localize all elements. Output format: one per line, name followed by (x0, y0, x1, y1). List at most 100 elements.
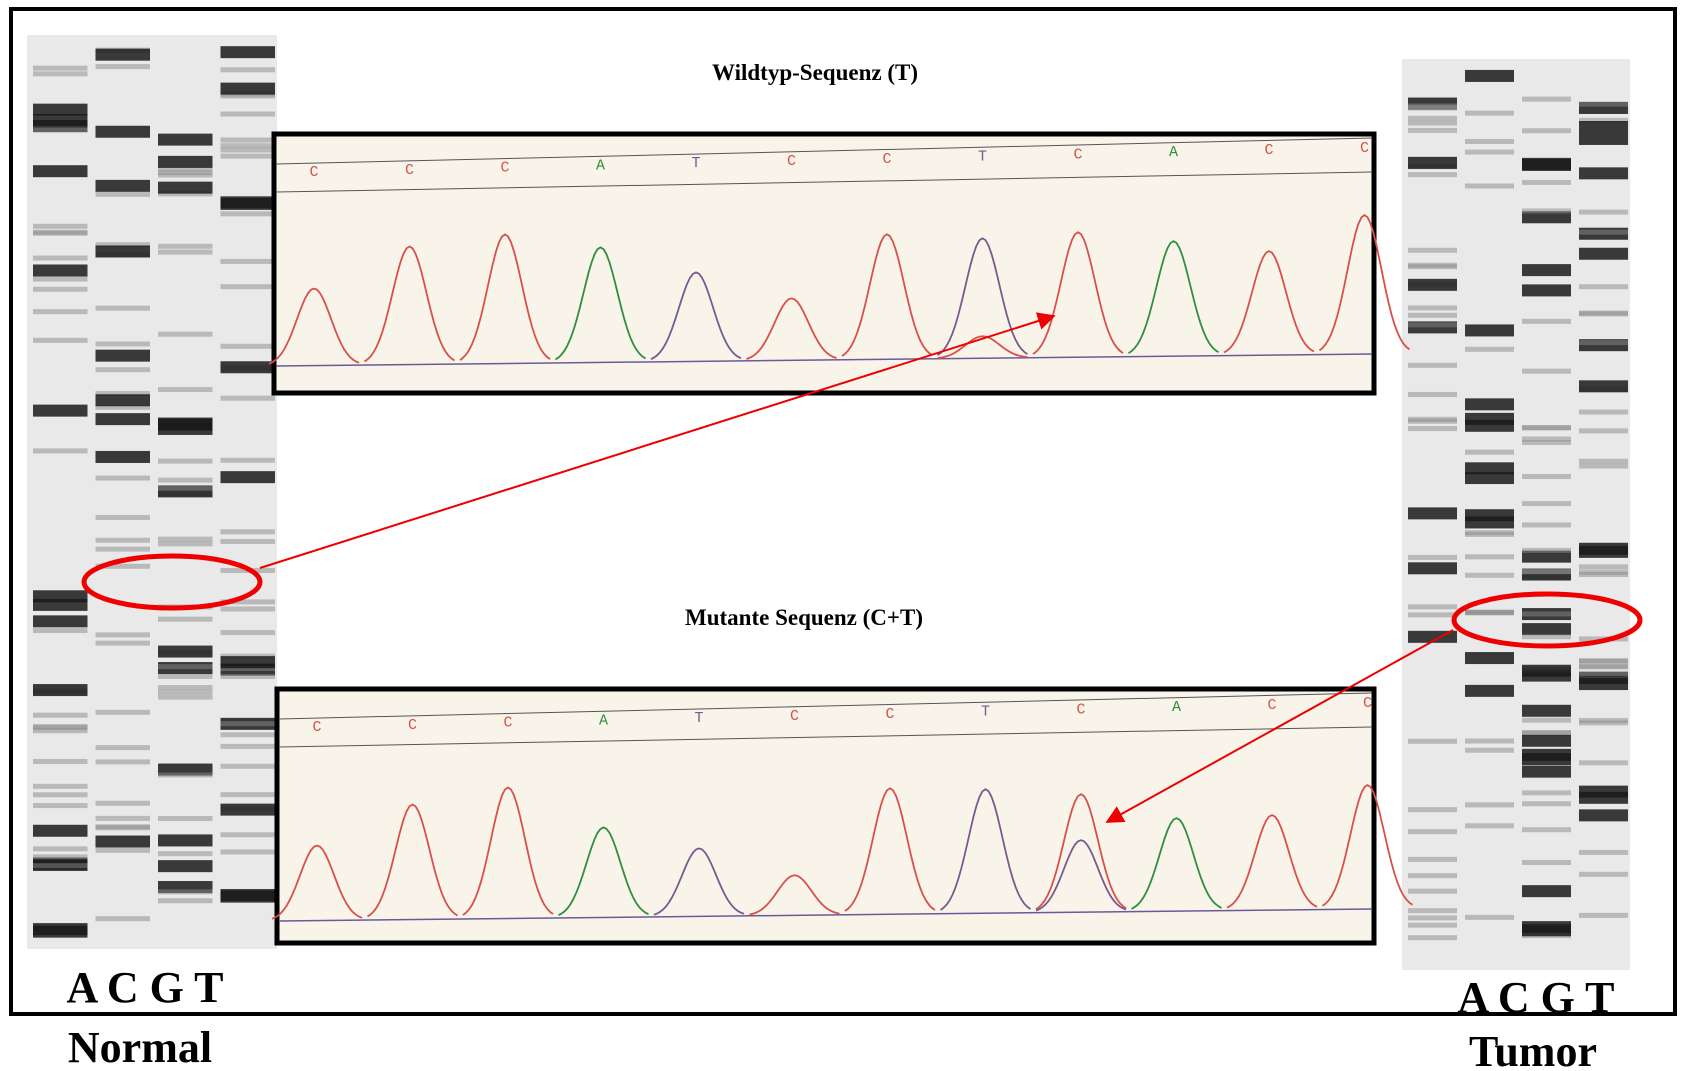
gel-band (1408, 604, 1457, 610)
gel-band (95, 514, 150, 520)
gel-band (220, 153, 275, 159)
gel-band (158, 889, 213, 895)
gel-band (95, 64, 150, 70)
base-call: A (596, 157, 605, 174)
base-call: C (312, 719, 321, 736)
gel-band (33, 615, 88, 628)
gel-band (1408, 322, 1457, 328)
base-call: T (691, 155, 700, 172)
gel-band (1522, 157, 1571, 170)
gel-band (1522, 436, 1571, 442)
gel-band (158, 155, 213, 168)
gel-band (1579, 718, 1628, 724)
gel-band (1579, 247, 1628, 260)
gel-band (1579, 167, 1628, 180)
gel-band (220, 666, 275, 672)
gel-band (1579, 791, 1628, 804)
gel-band (220, 803, 275, 816)
gel-band (95, 640, 150, 646)
gel-band (95, 404, 150, 410)
gel-band (1408, 888, 1457, 894)
gel-band (33, 598, 88, 611)
gel-band (33, 846, 88, 852)
gel-band (1408, 562, 1457, 575)
trace-peak (1223, 250, 1315, 354)
gel-band (1522, 704, 1571, 717)
base-call: C (500, 160, 509, 177)
baseline (278, 908, 1373, 922)
gel-band (1465, 802, 1514, 808)
gel-band (158, 772, 213, 778)
gel-band (1408, 362, 1457, 368)
trace-peak (1032, 231, 1124, 355)
trace-peak (1035, 839, 1127, 912)
gels (27, 35, 1630, 970)
gel-band (158, 694, 213, 700)
gel-band (220, 67, 275, 73)
gel-band (95, 391, 150, 397)
gel-band (1408, 829, 1457, 835)
gel-band (220, 890, 275, 903)
gel-band (220, 46, 275, 59)
gel-band (220, 457, 275, 463)
gel-band (95, 709, 150, 715)
base-call: C (408, 717, 417, 734)
gel-band (1579, 871, 1628, 877)
gel-band (1579, 663, 1628, 669)
gel-band (1522, 859, 1571, 865)
gel-band (95, 546, 150, 552)
gel-band (1408, 935, 1457, 941)
gel-band (158, 664, 213, 670)
arrow (259, 312, 1056, 569)
gel-band (1408, 278, 1457, 291)
gel-band (1465, 449, 1514, 455)
gel-band (95, 815, 150, 821)
gel-band (220, 395, 275, 401)
gel-band (1579, 542, 1628, 555)
gel-band (220, 529, 275, 535)
gel-band (33, 448, 88, 454)
gel-band (33, 286, 88, 292)
gel-band (1579, 809, 1628, 822)
gel-band (1579, 132, 1628, 145)
gel-band (1408, 416, 1457, 422)
gel-band (1522, 522, 1571, 528)
gel-band (1408, 507, 1457, 520)
chromatogram: C C C A T C C T C A C C (271, 686, 1413, 946)
gel-band (1465, 572, 1514, 578)
gel-band (33, 404, 88, 417)
gel-band (220, 606, 275, 612)
base-call: C (787, 153, 796, 170)
track-line (278, 692, 1373, 720)
trace-peak (462, 786, 554, 916)
gel-band (1408, 127, 1457, 133)
gel-band (1522, 439, 1571, 445)
gel-band (1522, 474, 1571, 480)
gel-band (1465, 324, 1514, 337)
gel-band (158, 477, 213, 483)
gel-band (1579, 564, 1628, 570)
base-call: T (978, 149, 987, 166)
gel-band (220, 630, 275, 636)
gel-band (158, 387, 213, 393)
gel-band (158, 898, 213, 904)
gel-band (1522, 179, 1571, 185)
gel-band (158, 536, 213, 542)
chromatogram-panel (271, 131, 1377, 396)
trace-peak (1321, 784, 1413, 907)
gel-band (95, 475, 150, 481)
gel-band (220, 656, 275, 669)
gel-band (1408, 247, 1457, 253)
gel-band (1522, 318, 1571, 324)
gel-band (220, 343, 275, 349)
gel-band (1408, 262, 1457, 268)
gel-band (33, 758, 88, 764)
gel-band (1522, 623, 1571, 636)
gel-band (1465, 346, 1514, 352)
gel-band (1408, 856, 1457, 862)
base-call: C (1264, 142, 1273, 159)
gel-band (1465, 138, 1514, 144)
gel-band (1408, 807, 1457, 813)
gel-band (33, 276, 88, 282)
gel-band (95, 745, 150, 751)
